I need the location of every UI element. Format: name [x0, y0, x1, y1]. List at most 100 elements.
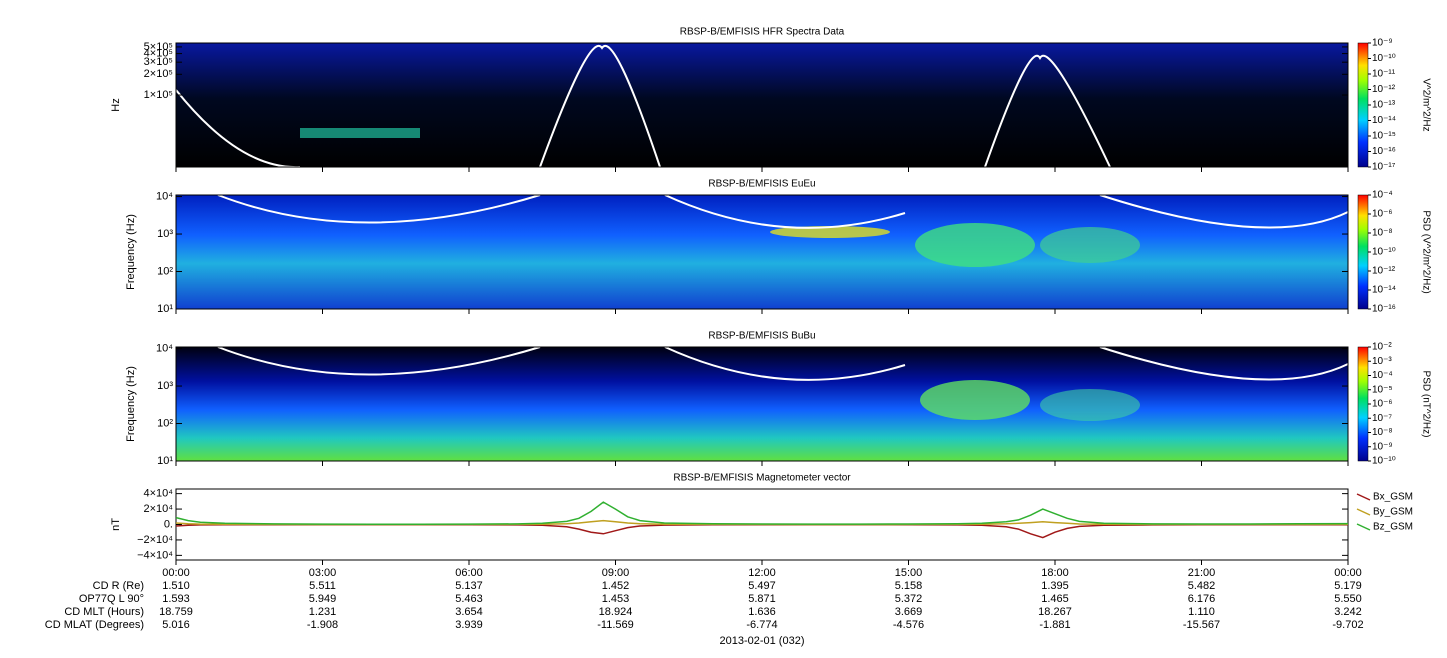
- colorbar-tick-label: 10⁻¹⁵: [1372, 131, 1396, 142]
- y-tick-label: 10³: [157, 380, 173, 392]
- ephemeris-value: 3.654: [455, 606, 483, 618]
- colorbar-tick-label: 10⁻⁴: [1372, 190, 1393, 201]
- ephemeris-value: 1.593: [162, 593, 190, 605]
- y-tick-label: 0.: [164, 518, 173, 530]
- ephemeris-value: -15.567: [1183, 619, 1220, 631]
- y-tick-label: 5×10⁵: [144, 41, 173, 53]
- colorbar-tick-label: 10⁻¹⁴: [1372, 115, 1396, 126]
- colorbar-tick-label: 10⁻¹⁶: [1372, 146, 1396, 157]
- ephemeris-value: 5.158: [895, 580, 923, 592]
- colorbar-tick-label: 10⁻⁴: [1372, 370, 1393, 381]
- x-tick-label: 00:00: [1334, 567, 1362, 579]
- ephemeris-value: 5.372: [895, 593, 923, 605]
- ephemeris-value: 5.497: [748, 580, 776, 592]
- ephemeris-value: 1.110: [1188, 606, 1215, 618]
- x-tick-label: 09:00: [602, 567, 630, 579]
- plot-frame: [175, 42, 1349, 168]
- colorbar-tick-label: 10⁻¹³: [1372, 100, 1396, 111]
- ephemeris-value: 1.395: [1041, 580, 1069, 592]
- y-tick-label: 10⁴: [156, 190, 173, 202]
- colorbar-tick-label: 10⁻⁸: [1372, 427, 1393, 438]
- spectrogram-image: [176, 43, 1348, 461]
- ephemeris-value: 1.231: [309, 606, 337, 618]
- ephemeris-value: 3.669: [895, 606, 923, 618]
- ephemeris-value: 18.759: [159, 606, 193, 618]
- y-tick-label: 2×10⁵: [144, 68, 173, 80]
- x-tick-label: 18:00: [1041, 567, 1069, 579]
- y-tick-label: 3×10⁵: [144, 56, 173, 68]
- ephemeris-value: -11.569: [597, 619, 634, 631]
- y-tick-label: 10³: [157, 228, 173, 240]
- ephemeris-value: 1.510: [162, 580, 190, 592]
- ephemeris-label: CD R (Re): [93, 580, 144, 592]
- colorbar-label: PSD (V^2/m^2/Hz): [1420, 210, 1431, 293]
- colorbar-tick-label: 10⁻¹²: [1372, 266, 1396, 277]
- legend-swatch: [1356, 523, 1371, 531]
- y-tick-label: 2×10⁴: [143, 503, 173, 515]
- ephemeris-value: 5.550: [1334, 593, 1362, 605]
- colorbar: [1357, 346, 1369, 462]
- x-tick-label: 03:00: [309, 567, 337, 579]
- y-tick-label: 10¹: [157, 455, 173, 467]
- y-axis-label: Hz: [110, 98, 122, 111]
- ephemeris-value: 5.482: [1188, 580, 1216, 592]
- ephemeris-label: OP77Q L 90°: [79, 593, 144, 605]
- x-tick-label: 21:00: [1188, 567, 1216, 579]
- x-axis-label: 2013-02-01 (032): [719, 635, 804, 647]
- y-tick-label: −2×10⁴: [137, 534, 173, 546]
- colorbar-tick-label: 10⁻¹⁷: [1372, 162, 1396, 173]
- legend-label: Bz_GSM: [1373, 522, 1413, 533]
- y-tick-label: 10¹: [157, 303, 173, 315]
- colorbar-tick-label: 10⁻¹⁰: [1372, 247, 1396, 258]
- colorbar-tick-label: 10⁻¹⁰: [1372, 456, 1396, 467]
- x-tick-label: 00:00: [162, 567, 190, 579]
- y-axis-label: nT: [110, 518, 122, 531]
- series-line: [175, 501, 1349, 525]
- ephemeris-value: 5.463: [455, 593, 483, 605]
- ephemeris-label: CD MLAT (Degrees): [45, 619, 144, 631]
- colorbar-tick-label: 10⁻⁸: [1372, 228, 1393, 239]
- panel-title: RBSP-B/EMFISIS HFR Spectra Data: [680, 27, 845, 38]
- ephemeris-value: 3.939: [455, 619, 483, 631]
- colorbar-tick-label: 10⁻⁶: [1372, 399, 1393, 410]
- x-tick-label: 06:00: [455, 567, 483, 579]
- plot-frame: [175, 194, 1349, 310]
- ephemeris-value: 5.137: [455, 580, 483, 592]
- y-axis-label: Frequency (Hz): [125, 366, 137, 442]
- legend-swatch: [1356, 508, 1371, 516]
- colorbar-tick-label: 10⁻¹²: [1372, 84, 1396, 95]
- colorbar-tick-label: 10⁻¹⁴: [1372, 285, 1396, 296]
- legend-label: Bx_GSM: [1373, 492, 1413, 503]
- y-tick-label: 1×10⁵: [144, 89, 173, 101]
- colorbar-tick-label: 10⁻⁷: [1372, 413, 1392, 424]
- panel-title: RBSP-B/EMFISIS EuEu: [708, 179, 815, 190]
- ephemeris-value: 5.871: [748, 593, 776, 605]
- colorbar-tick-label: 10⁻¹¹: [1372, 69, 1396, 80]
- ephemeris-value: 5.179: [1334, 580, 1362, 592]
- plot-frame: [175, 346, 1349, 462]
- ephemeris-value: 5.949: [309, 593, 337, 605]
- colorbar: [1357, 42, 1369, 168]
- colorbar-tick-label: 10⁻²: [1372, 342, 1392, 353]
- colorbar-label: PSD (nT^2/Hz): [1420, 371, 1431, 438]
- panel-title: RBSP-B/EMFISIS Magnetometer vector: [673, 473, 851, 484]
- colorbar-label: V^2/m^2/Hz: [1420, 78, 1431, 131]
- y-tick-label: 10²: [157, 417, 173, 429]
- ephemeris-label: CD MLT (Hours): [64, 606, 144, 618]
- ephemeris-value: -9.702: [1332, 619, 1363, 631]
- ephemeris-value: 6.176: [1188, 593, 1216, 605]
- ephemeris-value: -4.576: [893, 619, 924, 631]
- colorbar: [1357, 194, 1369, 310]
- series-line: [175, 523, 1348, 539]
- colorbar-tick-label: 10⁻¹⁶: [1372, 304, 1396, 315]
- y-tick-label: 4×10⁴: [143, 488, 173, 500]
- legend-label: By_GSM: [1373, 507, 1413, 518]
- gyrofrequency-curve: [175, 45, 1349, 381]
- colorbar-tick-label: 10⁻⁶: [1372, 209, 1393, 220]
- colorbar-tick-label: 10⁻⁹: [1372, 441, 1393, 452]
- legend-swatch: [1356, 493, 1371, 501]
- ephemeris-value: -6.774: [746, 619, 777, 631]
- y-axis-label: Frequency (Hz): [125, 214, 137, 290]
- y-tick-label: −4×10⁴: [137, 549, 173, 561]
